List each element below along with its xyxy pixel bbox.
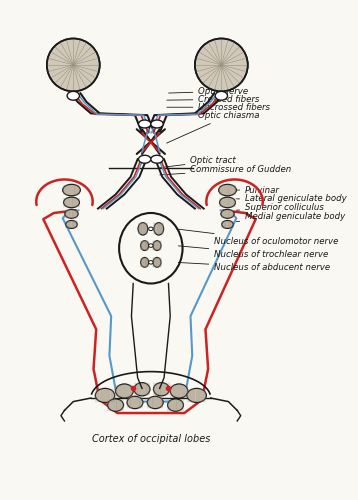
Ellipse shape	[63, 184, 80, 196]
Ellipse shape	[170, 384, 188, 398]
Ellipse shape	[95, 388, 115, 402]
Text: Nucleus of oculomotor nerve: Nucleus of oculomotor nerve	[178, 229, 339, 246]
Text: Uncrossed fibers: Uncrossed fibers	[167, 102, 270, 112]
Ellipse shape	[168, 399, 183, 411]
Ellipse shape	[153, 258, 161, 267]
Ellipse shape	[138, 222, 148, 235]
Ellipse shape	[187, 388, 206, 402]
Ellipse shape	[139, 120, 151, 128]
Ellipse shape	[151, 120, 163, 128]
Ellipse shape	[108, 399, 124, 411]
Ellipse shape	[149, 227, 153, 230]
Circle shape	[195, 38, 248, 92]
Ellipse shape	[67, 92, 79, 100]
Ellipse shape	[64, 197, 79, 207]
Text: Optic chiasma: Optic chiasma	[166, 110, 260, 143]
Ellipse shape	[141, 240, 149, 250]
Ellipse shape	[139, 156, 151, 163]
Ellipse shape	[65, 210, 78, 218]
Text: Optic nerve: Optic nerve	[169, 87, 248, 96]
Text: Nucleus of trochlear nerve: Nucleus of trochlear nerve	[178, 246, 329, 259]
Text: Optic tract: Optic tract	[160, 156, 236, 168]
Ellipse shape	[154, 222, 164, 235]
Text: Commissure of Gudden: Commissure of Gudden	[160, 166, 292, 175]
Text: Medial geniculate body: Medial geniculate body	[236, 212, 345, 222]
Ellipse shape	[151, 156, 163, 163]
Ellipse shape	[134, 382, 150, 396]
Text: Nucleus of abducent nerve: Nucleus of abducent nerve	[178, 262, 330, 272]
Text: Superior colliculus: Superior colliculus	[236, 203, 324, 212]
Ellipse shape	[127, 396, 143, 408]
Circle shape	[47, 38, 100, 92]
Ellipse shape	[221, 210, 234, 218]
Ellipse shape	[222, 220, 233, 228]
Ellipse shape	[153, 240, 161, 250]
Ellipse shape	[219, 184, 236, 196]
Text: Lateral geniculate body: Lateral geniculate body	[236, 194, 347, 203]
Ellipse shape	[219, 197, 236, 207]
Ellipse shape	[116, 384, 133, 398]
Text: Pulvinar: Pulvinar	[236, 186, 280, 194]
Ellipse shape	[147, 396, 163, 408]
Text: Cortex of occipital lobes: Cortex of occipital lobes	[92, 434, 210, 444]
Ellipse shape	[149, 244, 153, 248]
Ellipse shape	[66, 220, 77, 228]
Ellipse shape	[154, 382, 169, 396]
Ellipse shape	[215, 92, 227, 100]
Text: Crossed fibers: Crossed fibers	[167, 95, 260, 104]
Ellipse shape	[141, 258, 149, 267]
Ellipse shape	[149, 260, 153, 264]
